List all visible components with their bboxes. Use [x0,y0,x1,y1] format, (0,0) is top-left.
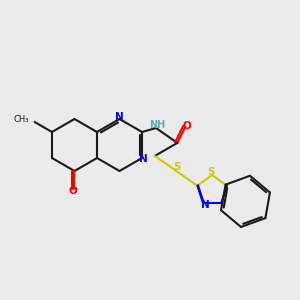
Text: S: S [173,162,181,172]
Text: NH: NH [149,120,165,130]
Text: O: O [183,121,192,131]
Text: N: N [201,200,209,210]
Text: CH₃: CH₃ [13,116,28,124]
Text: N: N [115,112,124,122]
Text: S: S [207,167,215,177]
Text: O: O [68,186,77,196]
Text: N: N [139,154,147,164]
